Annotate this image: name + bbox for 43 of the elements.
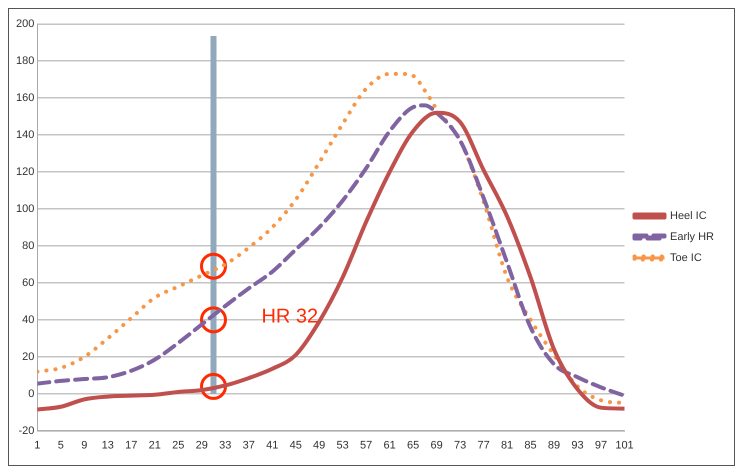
y-tick-label: 160 [16, 92, 34, 104]
x-tick-label: 33 [219, 439, 232, 452]
y-tick-label: 100 [16, 202, 34, 215]
x-tick-label: 53 [336, 439, 349, 452]
x-tick-label: 93 [571, 439, 584, 452]
legend-label: Early HR [670, 231, 714, 244]
x-tick-label: 1 [34, 439, 40, 452]
x-tick-label: 77 [477, 439, 490, 452]
x-tick-label: 29 [196, 439, 208, 452]
y-tick-label: 120 [16, 166, 34, 178]
y-tick-label: 20 [22, 350, 34, 363]
x-tick-label: 81 [500, 439, 514, 452]
annotation: HR 32 [261, 305, 318, 328]
x-tick-label: 25 [172, 439, 184, 452]
y-tick-label: 40 [22, 314, 34, 326]
x-tick-label: 61 [384, 439, 396, 452]
x-tick-label: 89 [548, 439, 560, 452]
x-tick-label: 45 [290, 439, 302, 452]
x-tick-label: 37 [242, 439, 255, 452]
x-tick-label: 9 [81, 439, 88, 452]
x-tick-label: 97 [594, 439, 608, 452]
x-tick-label: 49 [313, 439, 326, 452]
legend-label: Toe IC [670, 252, 702, 264]
x-tick-label: 21 [148, 439, 161, 452]
x-tick-label: 101 [615, 439, 634, 452]
y-tick-label: 0 [28, 388, 34, 400]
x-tick-label: 73 [454, 439, 466, 452]
x-tick-label: 69 [430, 439, 443, 452]
x-tick-label: 17 [125, 439, 138, 452]
y-tick-label: 180 [16, 55, 34, 68]
x-tick-label: 57 [360, 439, 372, 452]
legend-label: Heel IC [670, 210, 707, 222]
y-tick-label: 140 [16, 128, 34, 141]
point [200, 252, 227, 280]
x-tick-label: 13 [102, 439, 114, 452]
y-tick-label: 60 [22, 276, 34, 289]
y-tick-label: -20 [18, 424, 34, 437]
x-tick-label: 41 [266, 439, 278, 452]
x-tick-label: 85 [524, 439, 537, 452]
y-tick-label: 80 [22, 240, 34, 252]
y-tick-label: 200 [16, 18, 34, 30]
x-tick-label: 5 [58, 439, 64, 452]
x-tick-label: 65 [407, 439, 420, 452]
